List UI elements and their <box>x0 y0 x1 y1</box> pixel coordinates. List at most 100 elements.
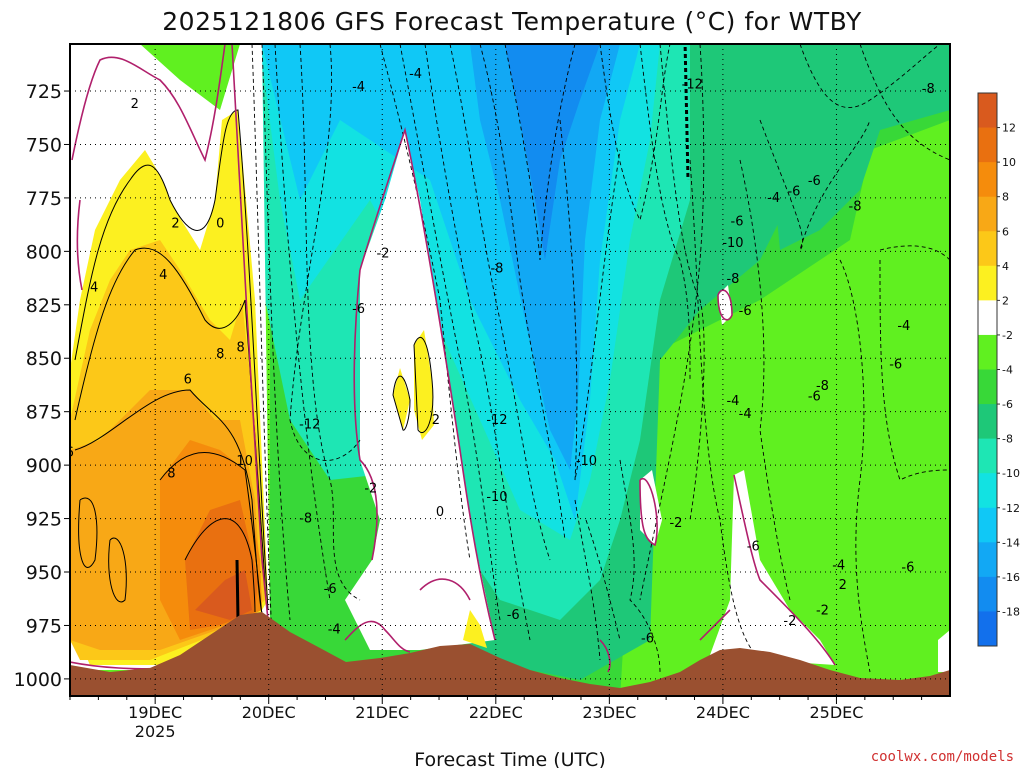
contour-label: -2 <box>816 603 829 618</box>
contour-zero-left-a <box>71 44 226 163</box>
contour-minus4-a <box>251 44 273 641</box>
contour-label: 6 <box>184 373 192 388</box>
contour-minus4-b <box>379 44 471 561</box>
y-axis: 725 750 775 800 825 850 875 900 925 950 975 1000 <box>14 81 70 691</box>
contour-minus12-b <box>479 44 566 541</box>
contour-label: 2 <box>131 97 139 112</box>
contour-minus6-b <box>399 44 501 621</box>
colorbar-swatch <box>978 93 997 129</box>
contour-label: -6 <box>739 304 752 319</box>
colorbar: 12 10 8 6 4 2 -2 -4 -6 -8 -10 -12 -14 -16 -18 <box>977 92 1020 647</box>
contour-label: -6 <box>958 163 971 178</box>
field-zero-pocket-late-d <box>938 630 950 672</box>
x-tick-label: 19DEC <box>128 703 182 722</box>
contour-label: -4 <box>739 407 752 422</box>
chart-title: 2025121806 GFS Forecast Temperature (°C)… <box>162 7 862 36</box>
contour-label: 2 <box>432 413 440 428</box>
gridlines <box>70 44 950 696</box>
colorbar-swatch <box>978 438 997 474</box>
contour-minus8-c <box>659 44 705 521</box>
colorbar-swatch <box>978 334 997 370</box>
contour-label: -6 <box>507 608 520 623</box>
colorbar-label: -14 <box>1002 536 1020 549</box>
contour-label: -6 <box>808 390 821 405</box>
contour-zero-late-e <box>717 289 733 321</box>
colorbar-label: -12 <box>1002 502 1020 515</box>
colorbar-swatch <box>978 369 997 405</box>
y-tick-label: 925 <box>26 509 62 531</box>
contour-minus6-c <box>639 44 705 601</box>
colorbar-label: -4 <box>1002 364 1013 377</box>
colorbar-label: 2 <box>1002 294 1009 307</box>
contour-label: 0 <box>9 152 17 167</box>
contour-label: -12 <box>486 413 507 428</box>
contour-zero-mid-a <box>359 126 496 641</box>
contour-label: -10 <box>576 454 597 469</box>
x-tick-label: 21DEC <box>355 703 409 722</box>
colorbar-swatch <box>978 473 997 509</box>
colorbar-label: 4 <box>1002 260 1009 273</box>
contour-plus2 <box>74 109 269 611</box>
contour-plus12 <box>235 559 240 621</box>
contour-label: -10 <box>486 490 507 505</box>
contour-minus6-a <box>261 44 291 621</box>
contour-minus10-b <box>449 44 551 561</box>
contour-zero-late-a <box>733 474 836 666</box>
contour-label: -6 <box>889 358 902 373</box>
contour-minus10-c <box>639 44 691 381</box>
y-tick-label: 725 <box>26 81 62 103</box>
contour-label: 6 <box>66 445 74 460</box>
colorbar-swatch <box>978 162 997 198</box>
contour-label: -4 <box>328 623 341 638</box>
colorbar-swatch <box>978 300 997 336</box>
colorbar-label: 12 <box>1002 122 1016 135</box>
contour-minus6-f <box>839 259 871 673</box>
contour-label: 8 <box>167 467 175 482</box>
contour-label: -6 <box>808 174 821 189</box>
contour-minus6-e <box>859 44 950 161</box>
field-zero-pocket-late-e <box>75 44 150 110</box>
contour-label: 10 <box>236 454 253 469</box>
contour-minus10-d <box>574 499 601 661</box>
contour-label: -4 <box>726 394 739 409</box>
contour-minus4-e <box>879 259 950 481</box>
y-tick-label: 850 <box>26 348 62 370</box>
colorbar-label: -18 <box>1002 605 1020 618</box>
field-warm-pocket-b <box>414 330 434 440</box>
colorbar-label: -10 <box>1002 467 1020 480</box>
x-tick-label: 25DEC <box>809 703 863 722</box>
contour-label: -8 <box>299 512 312 527</box>
contour-zero-left-b <box>231 44 271 641</box>
contour-label: -6 <box>901 561 914 576</box>
contour-label: -8 <box>490 261 503 276</box>
contour-plus8 <box>159 452 263 616</box>
contour-minus6-g <box>683 44 690 181</box>
contour-label: -2 <box>783 614 796 629</box>
colorbar-swatch <box>978 611 997 647</box>
colorbar-swatch <box>978 404 997 440</box>
contour-plus4-left-b <box>108 537 127 603</box>
contour-zero-left-c <box>76 199 83 291</box>
contour-label: 8 <box>216 347 224 362</box>
contour-label: -12 <box>682 78 703 93</box>
y-tick-label: 750 <box>26 134 62 156</box>
colorbar-label: 8 <box>1002 191 1009 204</box>
colorbar-swatch <box>978 196 997 232</box>
contour-label: 0 <box>216 217 224 232</box>
x-tick-label: 22DEC <box>469 703 523 722</box>
y-tick-label: 875 <box>26 402 62 424</box>
contour-minus16-a <box>559 119 621 481</box>
contour-minus12-a <box>289 44 361 461</box>
contour-label: -4 <box>832 559 845 574</box>
field-warm-pocket-a <box>393 368 410 430</box>
contour-label: -2 <box>377 246 390 261</box>
x-axis-label: Forecast Time (UTC) <box>414 749 605 768</box>
y-tick-label: 950 <box>26 562 62 584</box>
contour-plus2-mid-a <box>392 375 411 431</box>
colorbar-label: -6 <box>1002 398 1013 411</box>
plot-frame <box>69 43 951 697</box>
contour-label: -8 <box>849 199 862 214</box>
